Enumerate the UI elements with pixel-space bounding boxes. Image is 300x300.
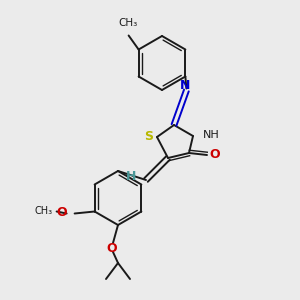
Text: S: S [145, 130, 154, 142]
Text: N: N [180, 79, 190, 92]
Text: O: O [107, 242, 117, 254]
Text: CH₃: CH₃ [118, 19, 137, 28]
Text: CH₃: CH₃ [34, 206, 52, 215]
Text: NH: NH [203, 130, 220, 140]
Text: O: O [56, 206, 67, 219]
Text: O: O [210, 148, 220, 160]
Text: H: H [126, 170, 136, 184]
